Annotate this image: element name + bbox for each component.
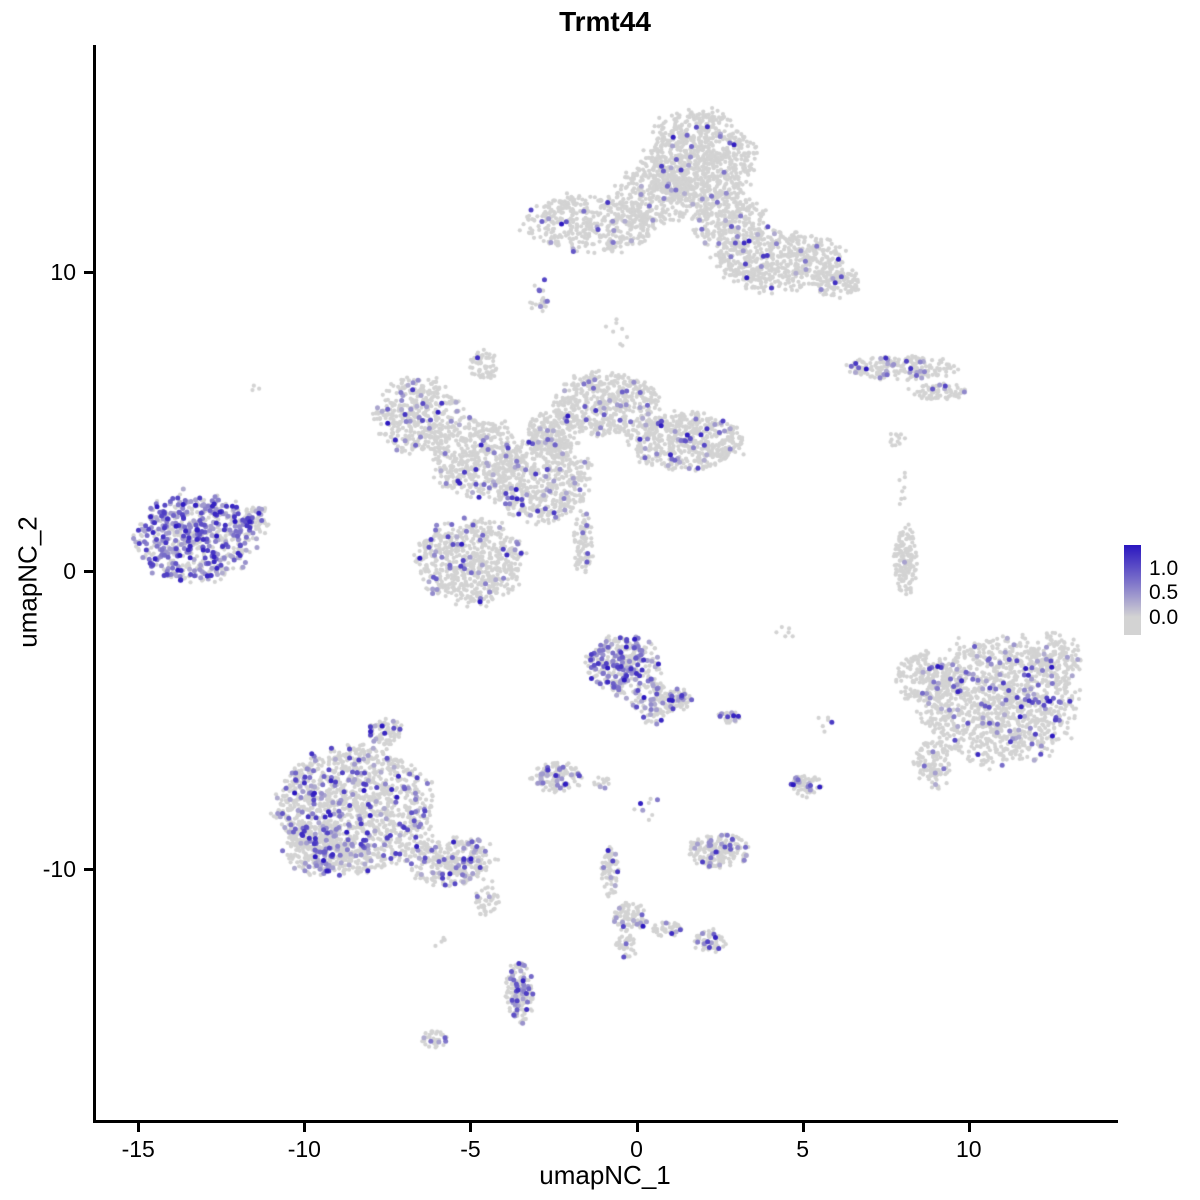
x-tick-label: 0 bbox=[630, 1136, 643, 1162]
x-tick-label: -10 bbox=[287, 1136, 321, 1162]
x-tick-mark bbox=[137, 1123, 141, 1132]
x-tick-label: -15 bbox=[121, 1136, 155, 1162]
x-axis-line bbox=[93, 1120, 1118, 1123]
x-tick-label: 5 bbox=[796, 1136, 810, 1162]
x-tick-mark bbox=[635, 1123, 639, 1132]
x-axis-title: umapNC_1 bbox=[539, 1160, 671, 1190]
y-axis-line bbox=[93, 45, 96, 1123]
legend-tick-label: 0.0 bbox=[1149, 606, 1179, 629]
legend-tick-label: 0.5 bbox=[1149, 580, 1179, 604]
x-tick-mark bbox=[303, 1123, 307, 1132]
legend-tick-label: 1.0 bbox=[1149, 556, 1179, 580]
x-tick-label: 10 bbox=[956, 1136, 982, 1162]
x-tick-mark bbox=[967, 1123, 971, 1132]
x-tick-mark bbox=[469, 1123, 473, 1132]
y-tick-label: -10 bbox=[42, 856, 76, 883]
colorbar-gradient bbox=[1124, 545, 1141, 635]
x-tick-mark bbox=[801, 1123, 805, 1132]
x-tick-label: -5 bbox=[460, 1136, 481, 1162]
y-tick-mark bbox=[84, 569, 93, 573]
y-tick-mark bbox=[84, 270, 93, 274]
y-tick-mark bbox=[84, 868, 93, 872]
y-tick-label: 0 bbox=[63, 557, 76, 584]
y-tick-label: 10 bbox=[50, 258, 76, 285]
colorbar-legend: 1.0 0.5 0.0 bbox=[1124, 545, 1198, 641]
